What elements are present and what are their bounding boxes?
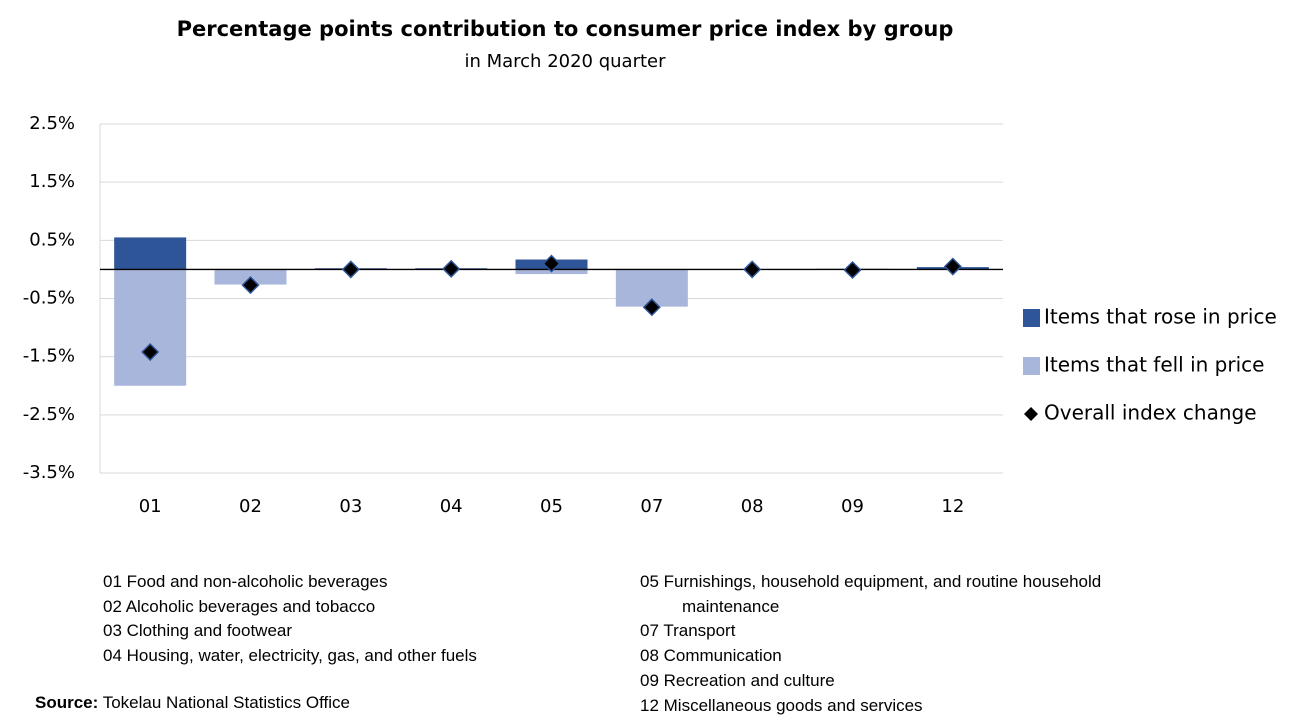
marker: [943, 257, 962, 276]
legend-swatch: [1023, 357, 1040, 375]
x-tick-label: 08: [741, 496, 764, 517]
chart-title: Percentage points contribution to consum…: [177, 17, 954, 41]
notes-left: 01 Food and non-alcoholic beverages 02 Al…: [103, 570, 623, 669]
y-tick-label: 0.5%: [29, 229, 75, 250]
legend-label: Overall index change: [1044, 401, 1257, 425]
x-tick-label: 12: [941, 496, 964, 517]
legend-label: Items that rose in price: [1044, 305, 1277, 329]
x-tick-label: 02: [239, 496, 262, 517]
marker: [542, 254, 561, 273]
source-text: Tokelau National Statistics Office: [102, 693, 350, 712]
note: 01 Food and non-alcoholic beverages: [103, 572, 388, 591]
note: 12 Miscellaneous goods and services: [640, 695, 923, 715]
note: 03 Clothing and footwear: [103, 621, 293, 641]
x-tick-label: 09: [841, 496, 864, 517]
note: 09 Recreation and culture: [640, 670, 835, 690]
x-tick-label: 05: [540, 496, 563, 517]
y-tick-label: -3.5%: [23, 462, 75, 483]
source-label: Source:: [35, 693, 99, 712]
y-tick-label: 2.5%: [29, 113, 75, 134]
note: 08 Communication: [640, 646, 782, 666]
marker: [843, 260, 862, 280]
x-tick-label: 04: [440, 496, 463, 517]
marker: [241, 276, 260, 295]
x-tick-label: 03: [339, 496, 362, 517]
notes-right: 05 Furnishings, household equipment, and…: [640, 570, 1140, 718]
bar: [114, 237, 187, 270]
legend-label: Items that fell in price: [1044, 353, 1264, 377]
note: 05 Furnishings, household equipment, and…: [640, 572, 1102, 616]
y-tick-label: 1.5%: [29, 171, 75, 192]
note: 02 Alcoholic beverages and tobacco: [103, 596, 376, 616]
legend-marker: [1024, 407, 1038, 421]
marker: [141, 342, 160, 362]
marker: [341, 260, 360, 279]
y-tick-label: -1.5%: [23, 346, 75, 367]
y-tick-label: -0.5%: [23, 288, 75, 309]
marker: [442, 259, 461, 278]
bar: [114, 269, 187, 386]
legend-swatch: [1023, 309, 1040, 327]
source: Source: Tokelau National Statistics Offi…: [35, 693, 350, 713]
note: 04 Housing, water, electricity, gas, and…: [103, 646, 477, 666]
x-tick-label: 07: [640, 496, 663, 517]
note: 07 Transport: [640, 621, 736, 641]
x-tick-label: 01: [139, 496, 162, 517]
chart-subtitle: in March 2020 quarter: [464, 51, 666, 72]
marker: [642, 298, 661, 317]
marker: [743, 260, 762, 279]
y-tick-label: -2.5%: [23, 404, 75, 425]
chart: Percentage points contribution to consum…: [23, 17, 1277, 517]
